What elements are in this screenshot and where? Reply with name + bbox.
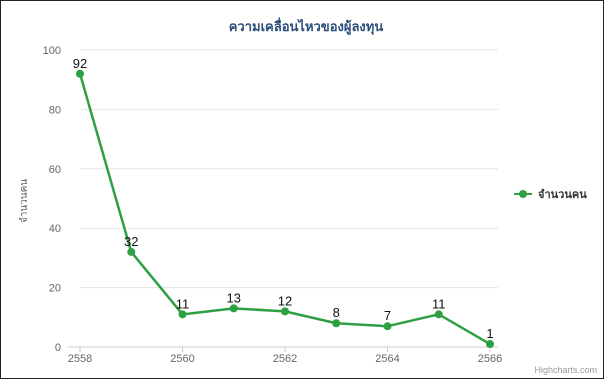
data-point[interactable] xyxy=(486,340,494,349)
x-tick-label: 2564 xyxy=(375,353,399,365)
data-label: 8 xyxy=(333,305,340,320)
data-point[interactable] xyxy=(281,307,289,316)
y-tick-label: 20 xyxy=(49,283,61,295)
data-point[interactable] xyxy=(178,310,187,319)
legend-label[interactable]: จำนวนคน xyxy=(538,188,587,201)
data-label: 11 xyxy=(176,296,190,311)
series-group xyxy=(76,69,494,349)
data-point[interactable] xyxy=(127,247,136,256)
x-axis-ticks: 2558 2560 2562 2564 2566 xyxy=(68,347,502,365)
y-axis-label: จำนวนคน xyxy=(19,179,30,223)
y-axis-ticks: 0 20 40 60 80 100 xyxy=(43,45,61,354)
x-tick-label: 2560 xyxy=(170,353,194,365)
data-point[interactable] xyxy=(434,310,443,319)
y-tick-label: 0 xyxy=(55,342,61,354)
data-label: 92 xyxy=(73,56,87,71)
data-point[interactable] xyxy=(76,69,84,78)
y-tick-label: 60 xyxy=(49,164,61,176)
gridlines xyxy=(80,49,498,289)
legend[interactable]: จำนวนคน xyxy=(514,188,587,201)
x-tick-label: 2558 xyxy=(68,353,92,365)
chart-title: ความเคลื่อนไหวของผู้ลงทุน xyxy=(229,17,384,35)
y-tick-label: 100 xyxy=(43,45,61,57)
credits-link[interactable]: Highcharts.com xyxy=(534,365,597,375)
y-tick-label: 40 xyxy=(49,223,61,235)
data-point[interactable] xyxy=(383,322,392,331)
x-tick-label: 2562 xyxy=(273,353,297,365)
data-label: 7 xyxy=(384,308,391,323)
data-point[interactable] xyxy=(332,319,341,328)
data-label: 1 xyxy=(486,326,493,341)
y-tick-label: 80 xyxy=(49,104,61,116)
data-point[interactable] xyxy=(229,304,238,313)
data-label: 12 xyxy=(278,293,292,308)
legend-marker xyxy=(519,190,527,198)
data-label: 32 xyxy=(124,234,138,249)
x-tick-label: 2566 xyxy=(478,353,502,365)
data-label: 13 xyxy=(227,290,241,305)
data-label: 11 xyxy=(432,296,446,311)
